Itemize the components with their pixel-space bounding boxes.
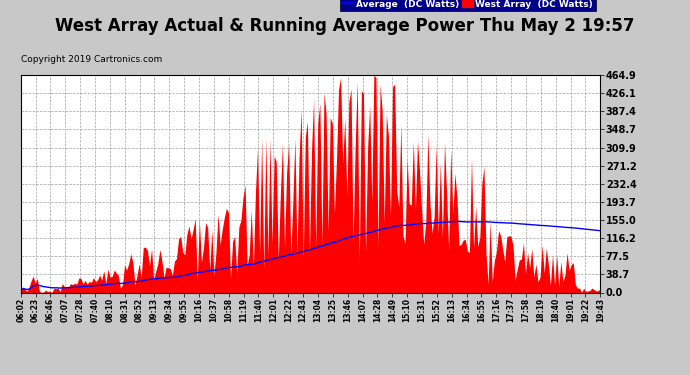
- Legend: Average  (DC Watts), West Array  (DC Watts): Average (DC Watts), West Array (DC Watts…: [339, 0, 595, 11]
- Text: West Array Actual & Running Average Power Thu May 2 19:57: West Array Actual & Running Average Powe…: [55, 17, 635, 35]
- Text: Copyright 2019 Cartronics.com: Copyright 2019 Cartronics.com: [21, 56, 162, 64]
